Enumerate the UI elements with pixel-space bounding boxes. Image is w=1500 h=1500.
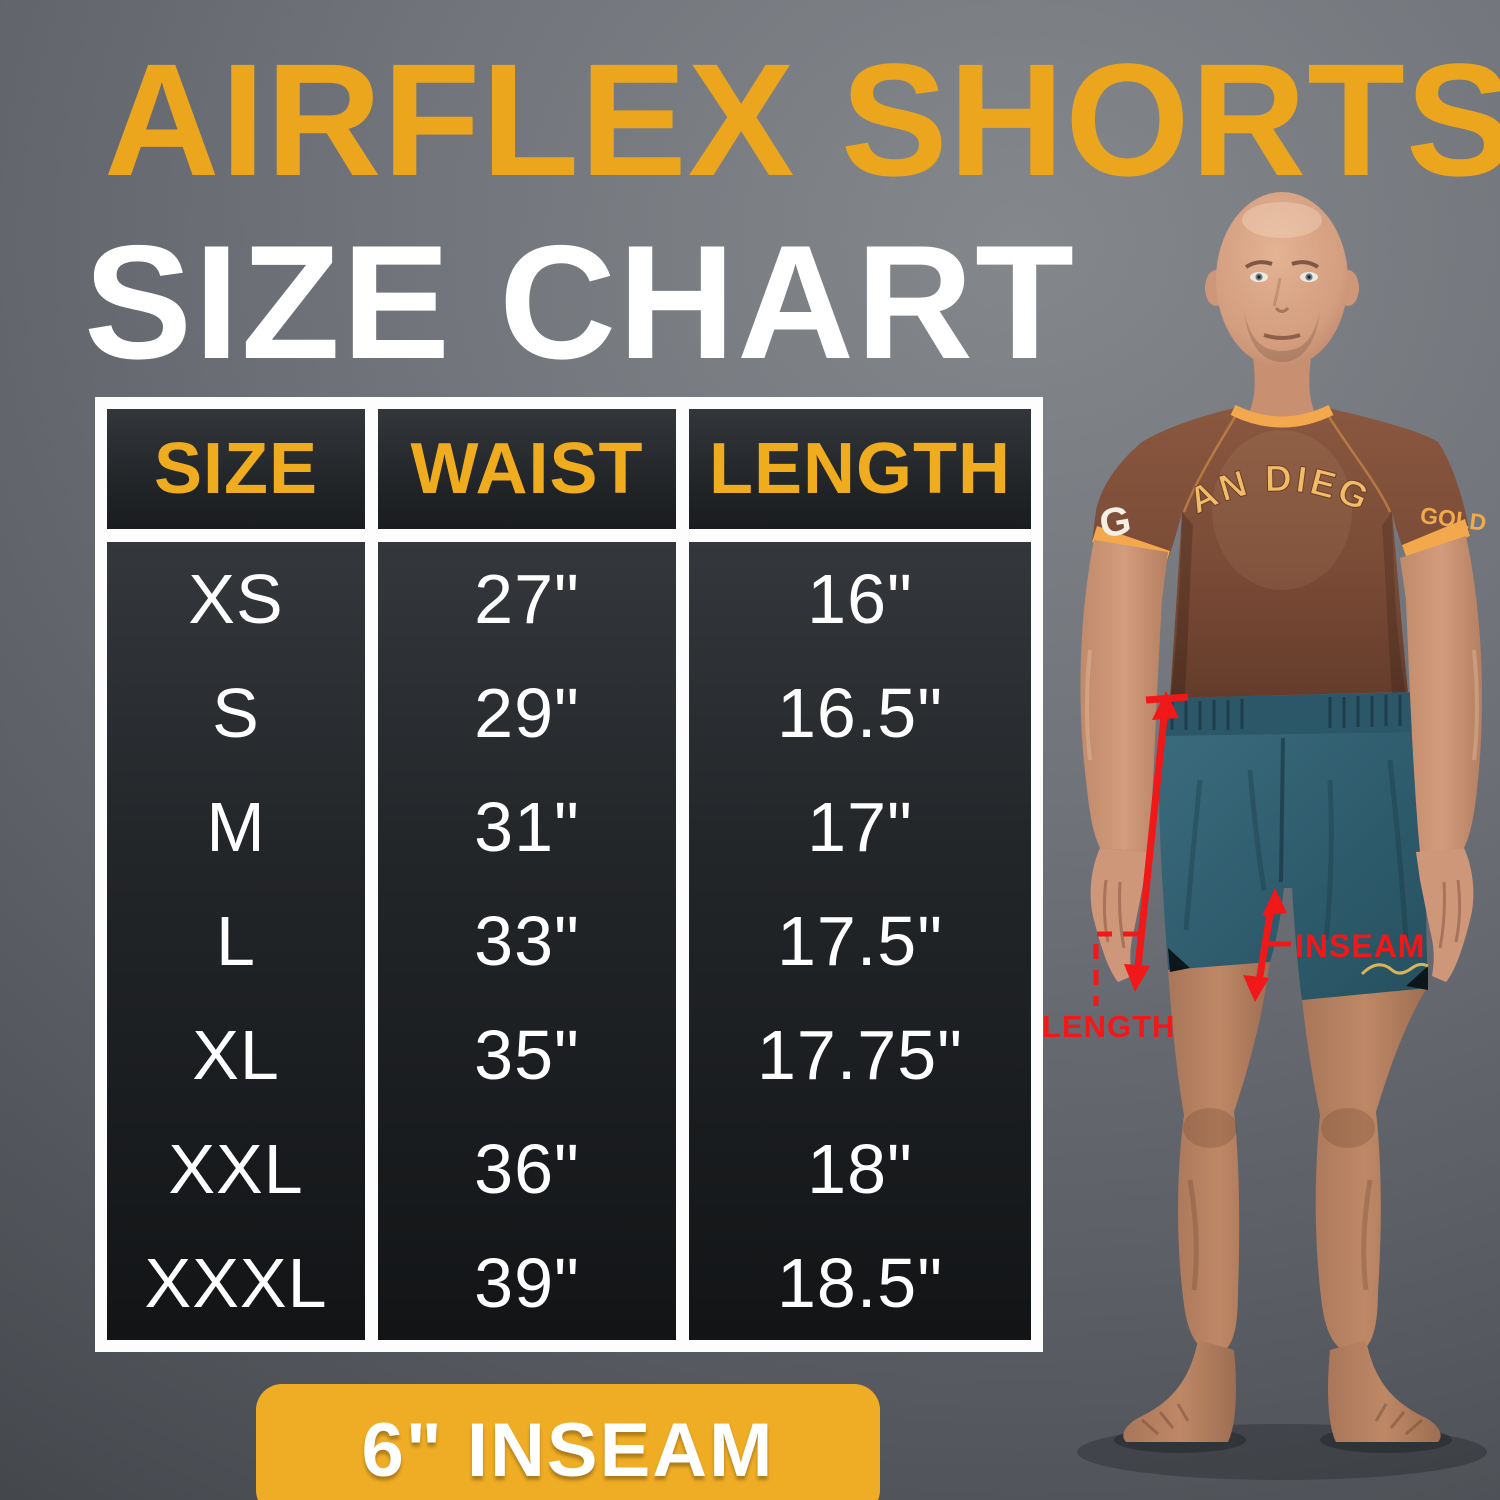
table-cell: 16" [807,560,913,638]
length-column: 16" 16.5" 17" 17.5" 17.75" 18" 18.5" [689,542,1031,1340]
table-cell: XL [192,1016,280,1094]
table-cell: 18" [807,1130,913,1208]
table-cell: 17" [807,788,913,866]
inseam-label: INSEAM [1295,928,1425,964]
table-cell: 29" [474,674,580,752]
measurement-annotations: LENGTH INSEAM [1042,691,1425,1044]
model-photo: SAN DIEGO G GOLD LENGTH INSEAM [1030,180,1488,1480]
table-cell: XXXL [144,1244,328,1322]
length-arrow [1133,707,1169,977]
table-cell: 17.75" [756,1016,964,1094]
column-header-length: LENGTH [689,409,1031,529]
inseam-badge: 6" INSEAM [256,1384,880,1500]
product-title: AIRFLEX SHORTS [104,30,1500,209]
shorts [1158,692,1429,1000]
table-cell: L [216,902,256,980]
table-cell: 33" [474,902,580,980]
right-cuff [1402,519,1470,562]
header-label: SIZE [153,429,319,509]
mouth [1263,333,1301,340]
left-sleeve-logo: G [1096,498,1134,547]
header-label: LENGTH [709,429,1011,509]
table-cell: 16.5" [776,674,944,752]
left-eyebrow [1244,260,1273,269]
table-cell: XXL [168,1130,304,1208]
column-header-waist: WAIST [378,409,676,529]
length-hem-bracket [1093,931,1138,1006]
size-table: SIZE WAIST LENGTH XS S M L XL XXL XXXL 2… [95,397,1043,1352]
right-eyebrow [1291,260,1320,269]
table-cell: M [206,788,266,866]
table-cell: 18.5" [776,1244,944,1322]
table-cell: 27" [474,560,580,638]
column-header-size: SIZE [107,409,365,529]
table-cell: XS [188,560,284,638]
table-cell: 39" [474,1244,580,1322]
table-cell: 36" [474,1130,580,1208]
length-label: LENGTH [1042,1009,1175,1044]
model-arms [1080,536,1482,982]
table-cell: 31" [474,788,580,866]
table-cell: S [212,674,260,752]
table-cell: 35" [474,1016,580,1094]
model-head [1205,192,1359,425]
shorts-logo-signature [1360,962,1429,976]
header-label: WAIST [410,429,644,509]
collar [1230,405,1334,428]
table-cell: 17.5" [776,902,944,980]
page-title: SIZE CHART [84,212,1076,393]
waist-column: 27" 29" 31" 33" 35" 36" 39" [378,542,676,1340]
size-column: XS S M L XL XXL XXXL [107,542,365,1340]
model-legs [1123,960,1441,1442]
inseam-badge-label: 6" INSEAM [361,1407,775,1493]
